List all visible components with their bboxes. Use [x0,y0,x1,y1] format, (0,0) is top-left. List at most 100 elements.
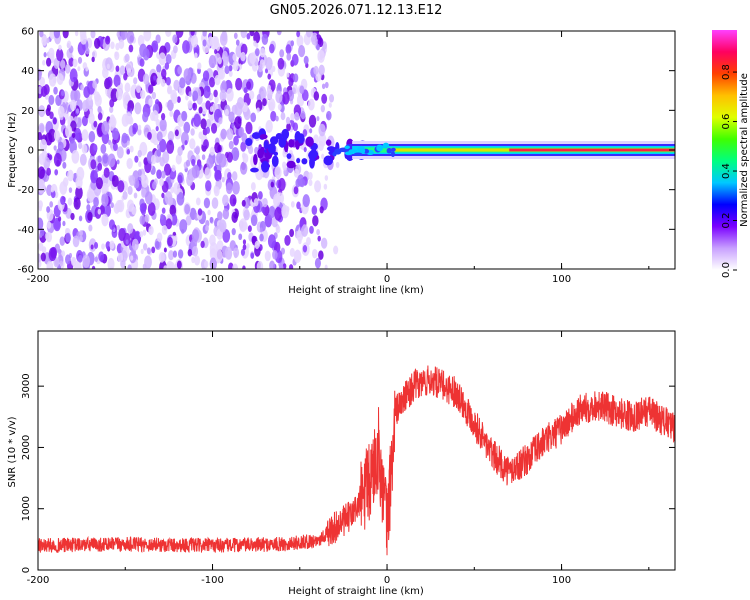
noise-blob [149,111,156,121]
noise-blob [95,177,103,190]
noise-blob [46,260,54,269]
noise-blob [217,211,223,221]
transition-blob [261,160,270,173]
noise-blob [278,177,286,192]
noise-blob [240,51,246,62]
noise-blob [160,213,164,220]
noise-blob [77,254,83,263]
noise-blob [88,224,93,232]
noise-blob [241,199,246,207]
noise-blob [117,252,124,263]
noise-blob [91,265,96,269]
noise-blob [269,260,276,269]
colorbar [712,30,737,270]
noise-blob [208,55,217,69]
noise-blob [246,81,252,90]
noise-blob [242,239,247,245]
noise-blob [72,58,78,68]
noise-blob [296,201,301,210]
noise-blob [75,176,83,189]
noise-blob [293,249,302,263]
noise-blob [38,253,42,263]
noise-blob [209,234,216,247]
noise-blob [166,140,175,154]
noise-blob [88,131,96,143]
noise-blob [222,229,231,243]
noise-blob [239,161,248,175]
noise-blob [77,56,83,64]
noise-blob [204,166,212,180]
noise-blob [71,150,80,164]
noise-blob [296,34,304,48]
noise-blob [308,179,313,187]
noise-blob [61,250,66,257]
noise-blob [204,260,209,268]
noise-blob [256,107,260,113]
noise-blob [250,182,256,191]
noise-blob [58,248,62,255]
noise-blob [109,240,115,250]
noise-blob [324,264,328,269]
noise-blob [265,56,273,71]
noise-blob [232,53,237,62]
signal-wiggle [353,152,363,157]
noise-blob [155,240,160,249]
noise-blob [122,91,130,105]
noise-blob [192,102,196,109]
noise-blob [101,120,110,135]
noise-blob [53,145,57,151]
snr-ylabel: SNR (10 * v/v) [7,416,18,487]
noise-blob [105,35,111,45]
noise-blob [160,79,166,87]
noise-blob [318,64,325,76]
noise-blob [191,158,196,167]
noise-blob [144,191,153,205]
noise-blob [179,219,188,234]
noise-blob [312,215,319,227]
noise-blob [102,154,109,164]
noise-blob [316,43,320,51]
noise-blob [128,175,136,186]
noise-blob [189,138,196,150]
noise-blob [222,194,229,207]
signal-wiggle [332,152,337,157]
noise-blob [176,260,182,269]
noise-blob [228,140,234,150]
noise-blob [126,199,135,212]
noise-blob [58,44,62,51]
transition-blob [323,155,334,166]
noise-blob [46,167,51,176]
noise-blob [39,31,44,38]
noise-blob [86,188,95,202]
noise-blob [38,68,42,81]
noise-blob [231,211,238,223]
noise-blob [49,201,54,208]
noise-blob [208,76,216,88]
noise-blob [82,254,91,268]
noise-blob [156,232,163,243]
noise-blob [260,90,265,99]
noise-blob [126,140,130,146]
snr-xlabel: Height of straight line (km) [288,586,424,597]
noise-blob [333,245,339,255]
noise-blob [188,91,192,97]
noise-blob [169,204,177,217]
noise-blob [253,198,259,207]
noise-blob [209,106,214,113]
noise-blob [48,73,57,87]
noise-blob [100,143,107,154]
noise-blob [299,85,305,95]
noise-blob [231,147,240,161]
noise-blob [116,159,120,165]
noise-blob [262,98,267,107]
noise-blob [67,197,73,206]
noise-blob [197,208,203,216]
noise-blob [102,66,109,79]
noise-blob [309,225,314,234]
noise-blob [321,93,328,104]
noise-blob [79,235,83,242]
transition-blob [259,134,268,140]
noise-blob [119,65,126,75]
noise-blob [185,159,191,167]
